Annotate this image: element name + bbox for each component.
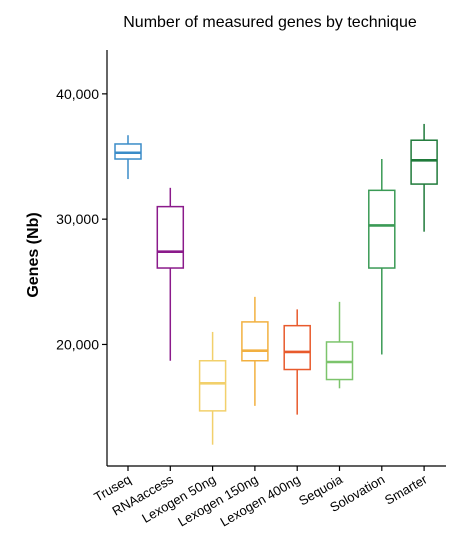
box-lexogen-150ng bbox=[241, 296, 269, 406]
interquartile-box bbox=[241, 321, 269, 362]
box-lexogen-400ng bbox=[283, 309, 311, 415]
y-tick-label: 30,000 bbox=[56, 211, 99, 227]
y-tick-label: 40,000 bbox=[56, 86, 99, 102]
y-axis-ticks: 20,000 30,000 40,000 bbox=[56, 86, 107, 352]
box-lexogen-50ng bbox=[198, 331, 227, 445]
box-smarter bbox=[410, 123, 438, 232]
y-tick-label: 20,000 bbox=[56, 336, 99, 352]
chart-title: Number of measured genes by technique bbox=[123, 14, 417, 31]
interquartile-box bbox=[410, 139, 438, 185]
x-tick-label: Smarter bbox=[382, 471, 430, 507]
interquartile-box bbox=[198, 359, 227, 412]
interquartile-box bbox=[368, 189, 396, 269]
box-series bbox=[114, 123, 438, 445]
box-sequoia bbox=[325, 301, 354, 389]
box-solovation bbox=[368, 159, 396, 355]
interquartile-box bbox=[156, 205, 185, 269]
box-truseq bbox=[114, 135, 142, 180]
interquartile-box bbox=[283, 324, 311, 371]
box-rnaaccess bbox=[156, 187, 185, 361]
y-axis-title: Genes (Nb) bbox=[25, 212, 42, 297]
